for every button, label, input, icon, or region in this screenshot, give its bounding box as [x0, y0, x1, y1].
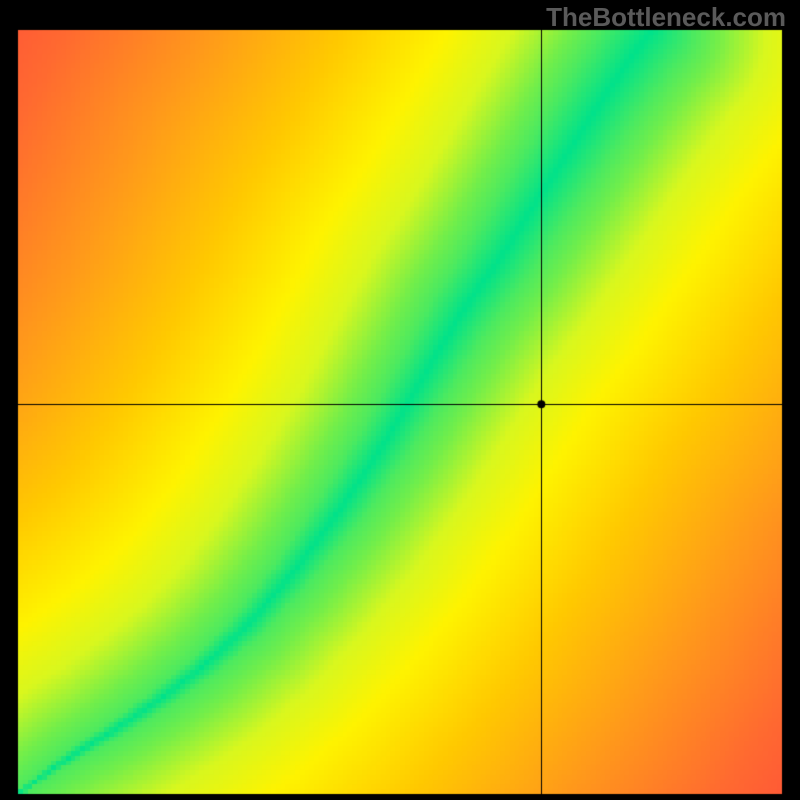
watermark-text: TheBottleneck.com	[546, 2, 786, 33]
chart-container: TheBottleneck.com	[0, 0, 800, 800]
bottleneck-heatmap	[0, 0, 800, 800]
